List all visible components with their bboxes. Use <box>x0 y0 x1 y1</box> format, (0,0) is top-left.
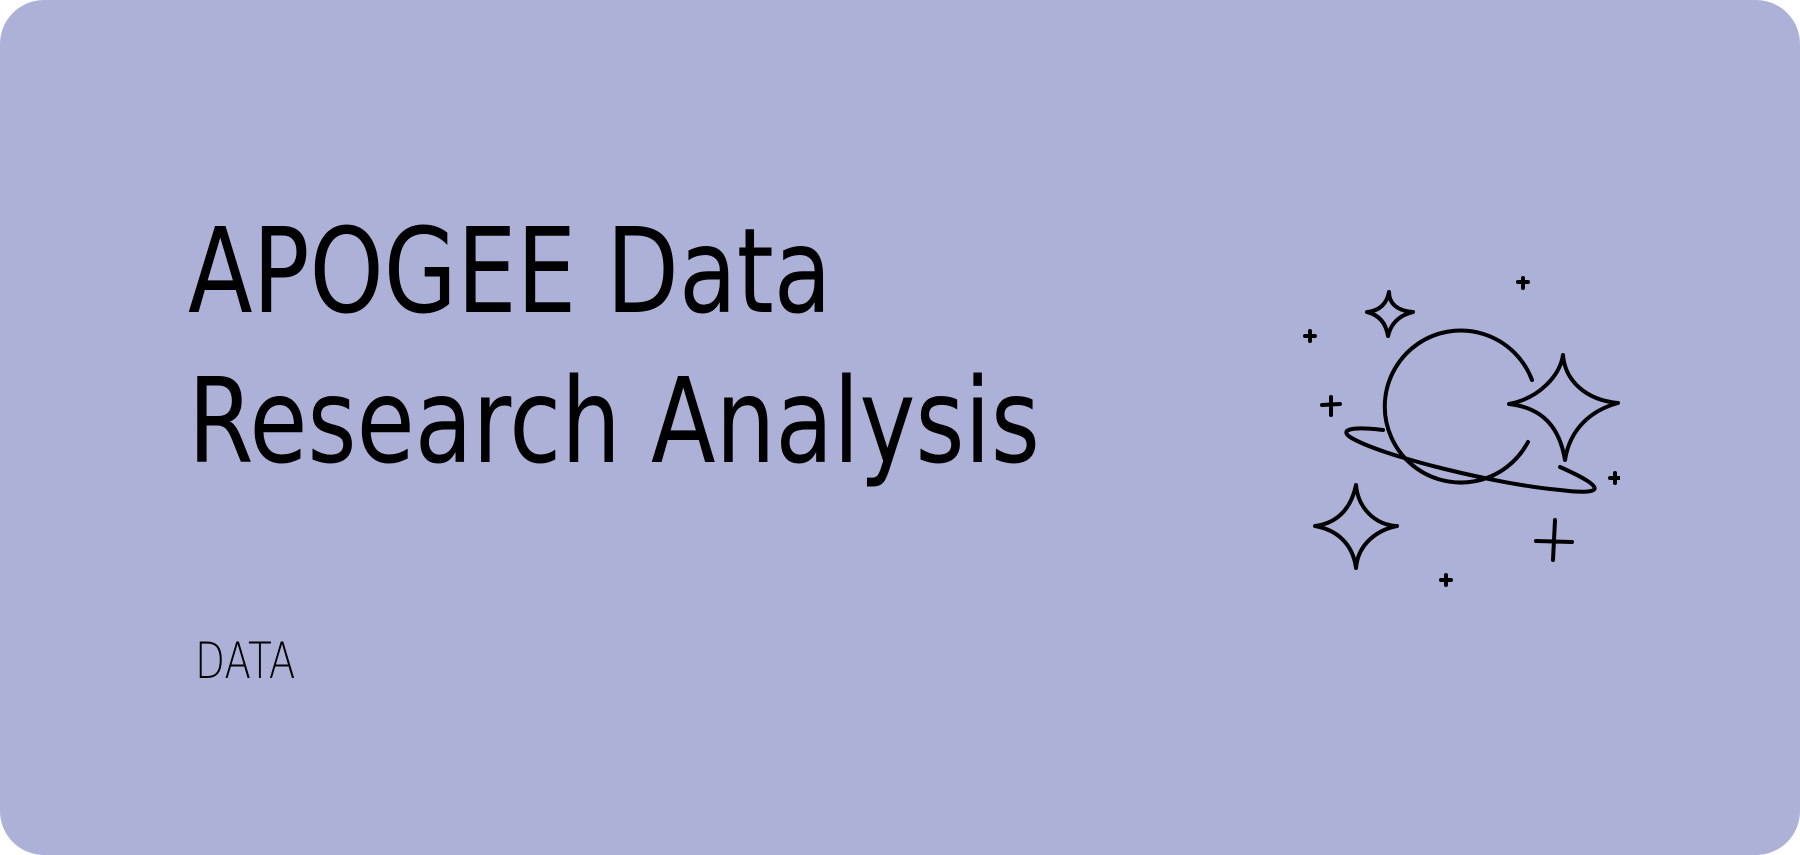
star-lower-left <box>1313 483 1399 570</box>
sparkle-tiny-4 <box>1439 573 1453 587</box>
sparkle-tiny-3 <box>1608 471 1620 485</box>
planet-body <box>1382 328 1534 485</box>
sparkle-tiny-1 <box>1303 329 1317 343</box>
card-title: APOGEE Data Research Analysis <box>188 196 1253 496</box>
sparkle-plus-2 <box>1534 518 1574 562</box>
category-tag: DATA <box>195 632 296 690</box>
planet-ring <box>1344 426 1597 494</box>
star-large-right <box>1507 353 1620 462</box>
planet-with-stars-icon <box>1303 276 1620 587</box>
sparkle-plus-1 <box>1320 395 1342 417</box>
title-line-1: APOGEE Data <box>188 202 832 340</box>
sparkle-tiny-2 <box>1516 276 1530 290</box>
title-line-2: Research Analysis <box>188 352 1040 490</box>
star-small-top <box>1365 290 1415 338</box>
